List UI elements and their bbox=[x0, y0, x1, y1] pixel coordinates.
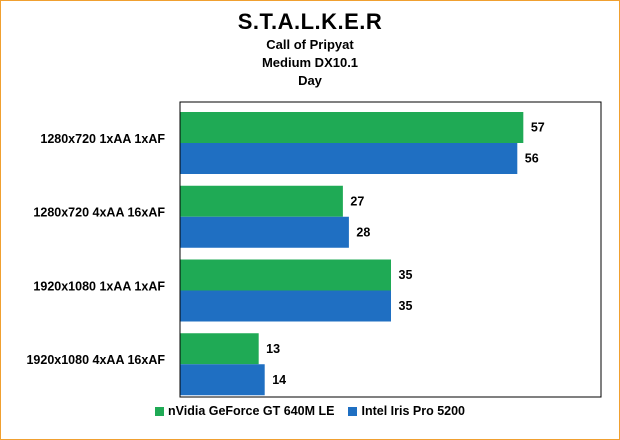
value-label-intel-4: 14 bbox=[272, 373, 286, 387]
bar-nvidia-2 bbox=[180, 185, 343, 217]
legend-item-intel: Intel Iris Pro 5200 bbox=[348, 404, 465, 418]
category-label-3: 1920x1080 1xAA 1xAF bbox=[33, 279, 165, 293]
chart-subtitle-3: Day bbox=[298, 73, 322, 88]
value-label-nvidia-1: 57 bbox=[531, 121, 545, 135]
value-label-nvidia-2: 27 bbox=[350, 194, 364, 208]
bar-intel-2 bbox=[180, 216, 349, 248]
bar-nvidia-3 bbox=[180, 259, 391, 291]
legend-label-intel: Intel Iris Pro 5200 bbox=[361, 404, 466, 418]
value-label-nvidia-3: 35 bbox=[399, 268, 413, 282]
legend-swatch-intel bbox=[348, 406, 358, 416]
chart-subtitle-1: Call of Pripyat bbox=[266, 37, 354, 52]
bar-nvidia-4 bbox=[180, 333, 259, 365]
chart-subtitle-2: Medium DX10.1 bbox=[261, 55, 359, 70]
bar-intel-3 bbox=[180, 290, 391, 322]
bar-intel-4 bbox=[180, 364, 265, 396]
bar-nvidia-1 bbox=[180, 112, 524, 143]
legend-item-nvidia: nVidia GeForce GT 640M LE bbox=[154, 404, 335, 418]
category-label-2: 1280x720 4xAA 16xAF bbox=[33, 206, 165, 220]
bar-intel-1 bbox=[180, 143, 518, 174]
legend-label-nvidia: nVidia GeForce GT 640M LE bbox=[167, 404, 335, 418]
category-label-1: 1280x720 1xAA 1xAF bbox=[40, 132, 165, 146]
value-label-intel-2: 28 bbox=[356, 225, 370, 239]
chart-title-block: S.T.A.L.K.E.R Call of Pripyat Medium DX1… bbox=[0, 8, 620, 90]
legend-swatch-nvidia bbox=[154, 406, 164, 416]
value-label-nvidia-4: 13 bbox=[266, 342, 280, 356]
category-label-4: 1920x1080 4xAA 16xAF bbox=[26, 353, 165, 367]
chart-title: S.T.A.L.K.E.R bbox=[237, 9, 383, 34]
value-label-intel-1: 56 bbox=[525, 152, 539, 166]
chart-legend: nVidia GeForce GT 640M LE Intel Iris Pro… bbox=[0, 404, 620, 418]
value-label-intel-3: 35 bbox=[399, 299, 413, 313]
